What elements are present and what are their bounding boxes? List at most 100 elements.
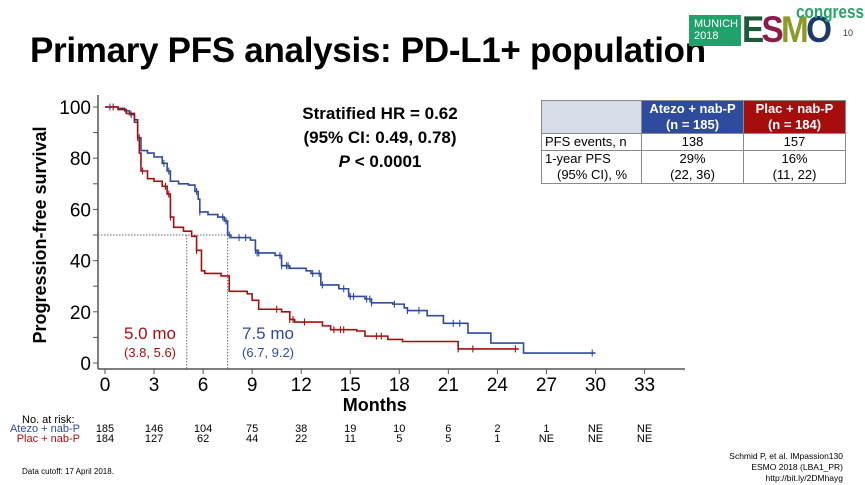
median-ci-label: (3.8, 5.6) — [124, 345, 176, 360]
at-risk-cell-atezo: 1 — [543, 423, 550, 435]
x-tick-label: 24 — [487, 375, 509, 396]
at-risk-cell-atezo: 75 — [246, 423, 259, 435]
x-tick-label: 15 — [340, 375, 361, 396]
table-row: 1-year PFS (95% CI), % 29% (22, 36) 16% (11… — [541, 150, 846, 184]
y-axis-label: Progression-free survival — [30, 126, 50, 343]
at-risk-cell-plac: 44 — [246, 433, 259, 445]
at-risk-label-plac: Plac + nab-P — [16, 433, 80, 445]
at-risk-cell-plac: 1 — [494, 433, 501, 445]
reference-line: ESMO 2018 (LBA1_PR) — [751, 462, 843, 472]
x-tick-label: 3 — [149, 375, 160, 396]
y-tick-label: 80 — [70, 149, 91, 170]
header-atezo-arm: Atezo + nab-P — [649, 101, 736, 116]
at-risk-cell-atezo: 10 — [393, 423, 406, 435]
at-risk-cell-plac: 22 — [295, 433, 308, 445]
at-risk-cell-atezo: NE — [636, 423, 653, 435]
x-tick-label: 21 — [438, 375, 459, 396]
x-tick-label: 9 — [247, 375, 258, 396]
at-risk-cell-plac: 184 — [95, 433, 115, 445]
median-label: 7.5 mo — [242, 324, 294, 343]
row-label: PFS events, n — [541, 133, 642, 151]
cell-plac: 157 — [743, 133, 846, 151]
at-risk-cell-plac: NE — [636, 433, 653, 445]
cell-plac-value: 16% — [781, 151, 808, 166]
reference: Schmid P, et al. IMpassion130 ESMO 2018 … — [729, 451, 843, 484]
logo-letter-s: S — [761, 9, 784, 50]
logo-letter-m: M — [781, 9, 809, 50]
at-risk-cell-atezo: 2 — [494, 423, 501, 435]
x-tick-label: 30 — [585, 375, 606, 396]
at-risk-cell-atezo: 146 — [144, 423, 164, 435]
cell-atezo-value: 29% — [679, 151, 706, 166]
median-label: 5.0 mo — [124, 324, 176, 343]
summary-table: Atezo + nab-P (n = 185) Plac + nab-P (n = … — [541, 100, 846, 184]
at-risk-title: No. at risk: — [22, 414, 75, 426]
at-risk-cell-plac: NE — [538, 433, 555, 445]
x-tick-label: 33 — [634, 375, 655, 396]
hr-ci-line: (95% CI: 0.49, 0.78) — [303, 128, 457, 147]
p-value-line: P < 0.0001 — [270, 150, 490, 174]
logo-congress: congress — [796, 2, 865, 22]
at-risk-cell-plac: 62 — [196, 433, 210, 445]
y-tick-label: 40 — [70, 252, 91, 273]
table-header-row: Atezo + nab-P (n = 185) Plac + nab-P (n = … — [541, 100, 846, 134]
reference-line: Schmid P, et al. IMpassion130 — [729, 451, 843, 461]
header-plac-arm: Plac + nab-P — [755, 101, 834, 116]
km-curve-atezo-nab-p — [105, 106, 596, 354]
cell-plac-ci: (11, 22) — [772, 167, 817, 182]
cell-atezo-ci: (22, 36) — [670, 167, 715, 182]
logo-city: MUNICH — [694, 18, 738, 30]
row-label-line2: (95% CI), % — [557, 167, 628, 182]
at-risk-cell-atezo: 6 — [445, 423, 452, 435]
header-atezo-n: (n = 185) — [665, 117, 720, 132]
km-curve-plac-nab-p — [105, 106, 519, 350]
reference-link[interactable]: http://bit.ly/2DMhayg — [765, 473, 843, 483]
at-risk-cell-atezo: 19 — [344, 423, 357, 435]
slide-title: Primary PFS analysis: PD-L1+ population — [30, 31, 706, 70]
p-label: P — [338, 152, 350, 171]
x-axis-label: Months — [343, 395, 407, 415]
table-header-blank — [541, 100, 642, 134]
median-ci-label: (6.7, 9.2) — [242, 345, 294, 360]
at-risk-cell-plac: 5 — [396, 433, 403, 445]
esmo-congress-logo: MUNICH 2018 ESMO congress — [689, 2, 864, 50]
cell-atezo: 138 — [641, 133, 744, 151]
at-risk-cell-atezo: 104 — [193, 423, 213, 435]
table-header-atezo: Atezo + nab-P (n = 185) — [641, 100, 744, 134]
cell-atezo: 29% (22, 36) — [641, 150, 744, 184]
page-number: 10 — [843, 28, 854, 38]
at-risk-cell-plac: 127 — [144, 433, 164, 445]
table-header-plac: Plac + nab-P (n = 184) — [743, 100, 846, 134]
at-risk-cell-plac: 5 — [445, 433, 452, 445]
at-risk-cell-atezo: NE — [587, 423, 604, 435]
p-value: < 0.0001 — [349, 152, 422, 171]
hazard-ratio-box: Stratified HR = 0.62 (95% CI: 0.49, 0.78… — [270, 102, 490, 174]
at-risk-label-atezo: Atezo + nab-P — [9, 423, 80, 435]
header-plac-n: (n = 184) — [767, 117, 822, 132]
row-label: 1-year PFS (95% CI), % — [541, 150, 642, 184]
x-tick-label: 0 — [100, 375, 111, 396]
x-tick-label: 12 — [291, 375, 312, 396]
at-risk-cell-atezo: 185 — [95, 423, 115, 435]
logo-esmo: ESMO — [742, 9, 832, 50]
hr-line: Stratified HR = 0.62 — [302, 104, 458, 123]
cell-plac: 16% (11, 22) — [743, 150, 846, 184]
x-tick-label: 18 — [389, 375, 410, 396]
y-tick-label: 20 — [70, 303, 91, 324]
x-tick-label: 27 — [536, 375, 557, 396]
at-risk-cell-plac: NE — [587, 433, 604, 445]
logo-city-box: MUNICH 2018 — [689, 15, 741, 46]
logo-year: 2018 — [694, 30, 719, 42]
at-risk-cell-atezo: 38 — [295, 423, 308, 435]
y-tick-label: 60 — [70, 200, 91, 221]
table-row: PFS events, n 138 157 — [541, 133, 846, 151]
row-label-line1: 1-year PFS — [545, 151, 611, 166]
data-cutoff-note: Data cutoff: 17 April 2018. — [22, 467, 114, 476]
logo-letter-e: E — [742, 9, 764, 50]
at-risk-cell-plac: 11 — [344, 433, 356, 445]
y-tick-label: 0 — [80, 354, 91, 375]
logo-letter-o: O — [806, 9, 832, 50]
x-tick-label: 6 — [198, 375, 209, 396]
y-tick-label: 100 — [59, 98, 91, 119]
